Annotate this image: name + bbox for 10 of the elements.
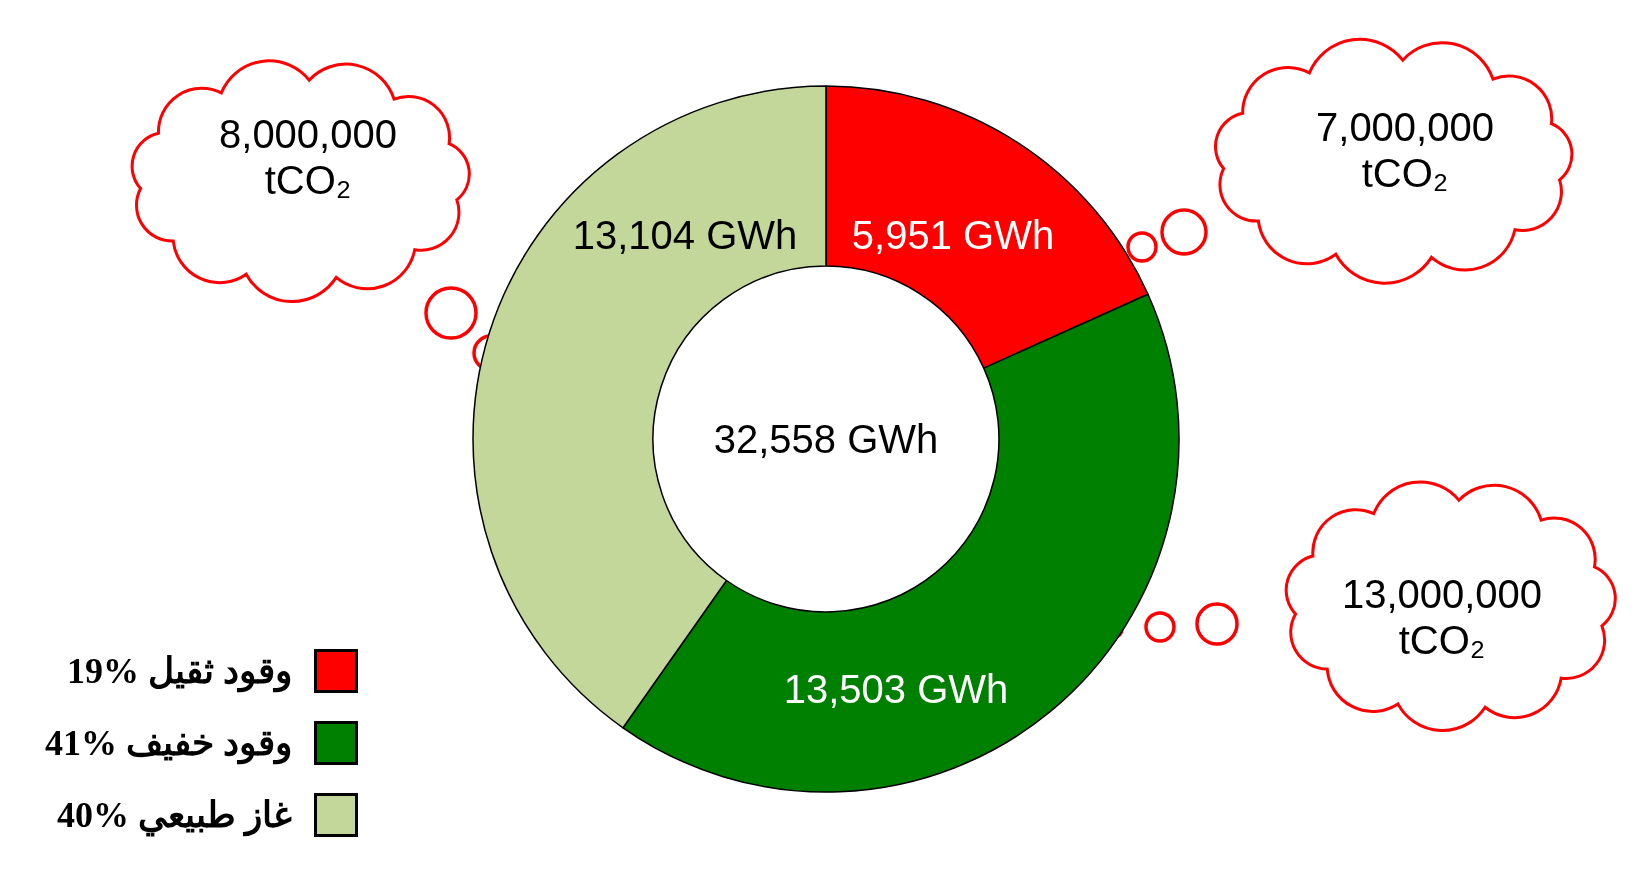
- text: 7,000,000 tCO₂: [1315, 104, 1495, 196]
- text: 32,558 GWh: [713, 416, 939, 462]
- legend-label: وقود ثقيل %19: [66, 650, 292, 692]
- legend-label: وقود خفيف %41: [44, 722, 292, 764]
- data-label: 5,951 GWh: [851, 213, 1055, 258]
- legend-label: غاز طبيعي %40: [56, 794, 292, 836]
- data-label: 13,503 GWh: [783, 667, 1009, 712]
- data-label: 13,104 GWh: [572, 213, 798, 258]
- text: 8,000,000 tCO₂: [218, 111, 398, 203]
- text: 13,000,000 tCO₂: [1340, 571, 1544, 663]
